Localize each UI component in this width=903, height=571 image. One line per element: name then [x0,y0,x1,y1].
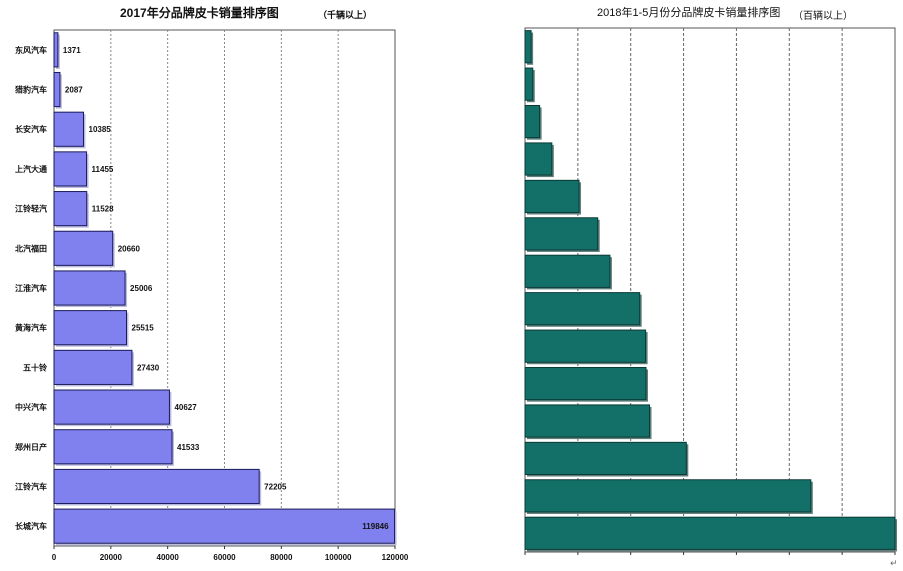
bar [53,32,59,68]
value-label: 41533 [177,443,200,452]
value-label: 20660 [118,244,141,253]
bar [524,441,687,476]
bar [53,508,396,544]
x-tick-label: 40000 [157,553,180,562]
category-label: 长城汽车 [15,521,47,531]
right-chart-svg [524,27,897,555]
left-chart-subtitle: （千辆以上） [318,10,373,20]
value-label: 11455 [92,165,114,174]
left-chart-title: 2017年分品牌皮卡销量排序图 [120,6,279,20]
bar [53,270,126,306]
category-label: 江铃汽车 [15,481,47,491]
bar [53,468,260,505]
x-tick-label: 20000 [100,553,123,562]
value-label: 25515 [132,324,155,333]
category-label: 江铃轻汽 [15,204,47,214]
bar [524,479,812,513]
category-label: 中兴汽车 [15,402,47,412]
category-label: 郑州日产 [15,442,47,452]
bar [53,111,85,147]
bar [524,292,641,326]
bar [524,217,599,251]
value-label: 1371 [63,46,81,55]
bar [524,104,541,139]
bar [524,179,580,214]
category-label: 猎豹汽车 [14,85,47,95]
category-label: 江淮汽车 [15,283,47,293]
value-label: 40627 [174,403,197,412]
x-tick-label: 80000 [270,553,293,562]
bar [524,142,553,176]
bar [53,71,61,108]
category-label: 上汽大通 [15,164,47,174]
left-chart-svg: 0 20000 40000 60000 80000 100000 120000 东风汽车 137… [14,29,409,562]
category-label: 长安汽车 [15,124,47,134]
return-symbol: ↵ [890,558,898,568]
value-label: 119846 [362,522,389,531]
bar [53,349,133,385]
x-tick-label: 0 [52,553,57,562]
bar [524,329,647,363]
x-tick-label: 60000 [213,553,236,562]
bar [524,404,651,438]
bar [524,516,896,550]
right-chart-title: 2018年1-5月份分品牌皮卡销量排序图 [597,7,781,19]
x-tick-label: 120000 [382,553,409,562]
bar [524,67,534,101]
value-label: 25006 [130,284,153,293]
bar [53,429,173,465]
category-label: 黄海汽车 [15,323,47,333]
x-tick-label: 100000 [325,553,352,562]
bar [53,191,88,227]
right-chart: 2018年1-5月份分品牌皮卡销量排序图 （百辆以上） [470,0,903,571]
value-label: 10385 [89,125,112,134]
left-chart: 2017年分品牌皮卡销量排序图 （千辆以上） 0 20000 40000 60000 8… [0,0,420,571]
category-label: 东风汽车 [15,45,47,55]
value-label: 72205 [264,482,287,491]
bar [524,254,611,288]
right-chart-subtitle: （百辆以上） [793,11,853,22]
bar [53,310,128,346]
plot-frame [524,27,896,553]
bar [524,30,532,64]
bar [53,230,114,266]
category-label: 五十铃 [23,362,47,372]
bar [524,366,647,401]
category-label: 北汽福田 [15,243,47,253]
value-label: 2087 [65,86,83,95]
value-label: 27430 [137,363,160,372]
bar [53,389,170,425]
bar [53,151,88,187]
value-label: 11528 [92,205,114,214]
